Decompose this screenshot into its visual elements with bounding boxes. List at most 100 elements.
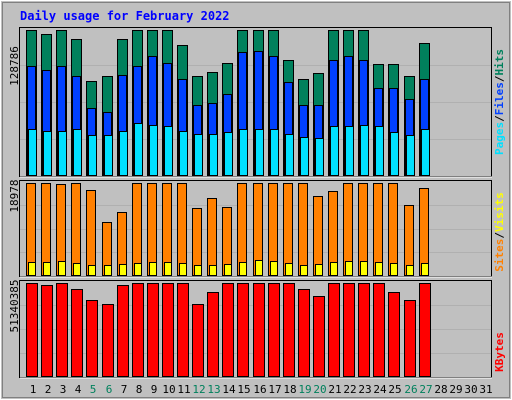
bar-visits-21: [330, 262, 338, 276]
bar-kbytes-3: [56, 283, 68, 377]
bar-kbytes-26: [404, 300, 416, 377]
bar-sites-25: [388, 183, 398, 276]
bar-sites-4: [71, 183, 81, 276]
bar-kbytes-10: [162, 283, 174, 377]
bar-visits-3: [58, 261, 66, 276]
x-label-day-31: 31: [479, 383, 492, 396]
x-label-day-16: 16: [253, 383, 266, 396]
bar-visits-13: [209, 265, 217, 276]
bar-pages-1: [28, 129, 37, 176]
bar-kbytes-14: [222, 283, 234, 377]
bar-kbytes-22: [343, 283, 355, 377]
x-axis-labels: 1 2 3 4 5 6 7 8 9 10 11 12 13 14 15 16 17 18 19 20 21 22 23 24 2…: [30, 383, 493, 396]
bar-pages-17: [270, 129, 279, 176]
top-max-label: 128786: [8, 46, 21, 86]
bar-visits-15: [239, 262, 247, 276]
bar-pages-4: [73, 129, 82, 176]
x-label-day-12: 12: [192, 383, 205, 396]
bar-pages-19: [300, 137, 309, 176]
bar-kbytes-4: [71, 289, 83, 377]
x-label-day-13: 13: [207, 383, 220, 396]
bar-kbytes-20: [313, 296, 325, 377]
bar-visits-12: [194, 265, 202, 276]
bar-kbytes-25: [388, 292, 400, 377]
bar-kbytes-5: [86, 300, 98, 377]
x-label-day-2: 2: [45, 383, 52, 396]
legend-middle-0: Sites: [493, 239, 506, 272]
bar-kbytes-23: [358, 283, 370, 377]
bar-visits-8: [134, 263, 142, 276]
bar-visits-9: [149, 262, 157, 276]
x-label-day-1: 1: [30, 383, 37, 396]
bar-kbytes-15: [237, 283, 249, 377]
bar-visits-18: [285, 263, 293, 276]
bar-sites-9: [147, 183, 157, 276]
bar-kbytes-2: [41, 285, 53, 377]
x-label-day-19: 19: [298, 383, 311, 396]
bar-pages-6: [104, 135, 113, 176]
bottom-max-label: 51340385: [8, 280, 21, 333]
bar-visits-5: [88, 265, 96, 276]
bar-visits-6: [104, 265, 112, 276]
bar-kbytes-13: [207, 292, 219, 377]
bar-kbytes-16: [253, 283, 265, 377]
x-label-day-8: 8: [136, 383, 143, 396]
bar-visits-23: [360, 261, 368, 276]
bar-pages-3: [58, 131, 67, 176]
bar-visits-7: [119, 264, 127, 276]
legend-top-2: Files: [493, 82, 506, 115]
x-label-day-23: 23: [358, 383, 371, 396]
bar-visits-2: [43, 262, 51, 276]
bar-visits-10: [164, 262, 172, 276]
bar-pages-25: [390, 132, 399, 176]
x-label-day-9: 9: [151, 383, 158, 396]
bar-pages-8: [134, 123, 143, 176]
bar-pages-2: [43, 131, 52, 176]
bar-sites-2: [41, 183, 51, 276]
legend-middle-1: /: [493, 232, 506, 239]
bar-visits-27: [421, 263, 429, 276]
bar-pages-27: [421, 129, 430, 176]
x-label-day-5: 5: [90, 383, 97, 396]
bottom-legend: KBytes: [493, 332, 506, 372]
x-label-day-10: 10: [162, 383, 175, 396]
x-label-day-11: 11: [177, 383, 190, 396]
legend-middle-2: Visits: [493, 192, 506, 232]
x-label-day-25: 25: [388, 383, 401, 396]
bar-pages-5: [88, 135, 97, 176]
bar-visits-19: [300, 265, 308, 276]
x-label-day-22: 22: [343, 383, 356, 396]
bar-kbytes-11: [177, 283, 189, 377]
bar-pages-23: [360, 125, 369, 176]
top-legend: Pages/Files/Hits: [493, 49, 506, 155]
bar-pages-21: [330, 126, 339, 176]
bar-visits-14: [224, 264, 232, 276]
bar-visits-25: [390, 263, 398, 276]
x-label-day-15: 15: [237, 383, 250, 396]
x-label-day-4: 4: [75, 383, 82, 396]
bar-pages-22: [345, 126, 354, 176]
bar-pages-11: [179, 131, 188, 176]
bar-visits-17: [270, 261, 278, 276]
legend-top-1: /: [493, 115, 506, 122]
x-label-day-30: 30: [464, 383, 477, 396]
middle-legend: Sites/Visits: [493, 192, 506, 272]
middle-max-label: 18978: [8, 179, 21, 212]
bar-sites-15: [237, 183, 247, 276]
bar-sites-24: [373, 183, 383, 276]
x-label-day-3: 3: [60, 383, 67, 396]
bar-kbytes-17: [268, 283, 280, 377]
bar-visits-4: [73, 263, 81, 276]
x-label-day-18: 18: [283, 383, 296, 396]
bar-visits-26: [406, 265, 414, 276]
bar-kbytes-9: [147, 283, 159, 377]
bar-sites-11: [177, 183, 187, 276]
bars: [26, 30, 431, 377]
bar-kbytes-18: [283, 283, 295, 377]
x-label-day-24: 24: [373, 383, 387, 396]
legend-top-3: /: [493, 75, 506, 82]
bar-kbytes-6: [102, 304, 114, 377]
bar-kbytes-8: [132, 283, 144, 377]
x-label-day-7: 7: [121, 383, 128, 396]
